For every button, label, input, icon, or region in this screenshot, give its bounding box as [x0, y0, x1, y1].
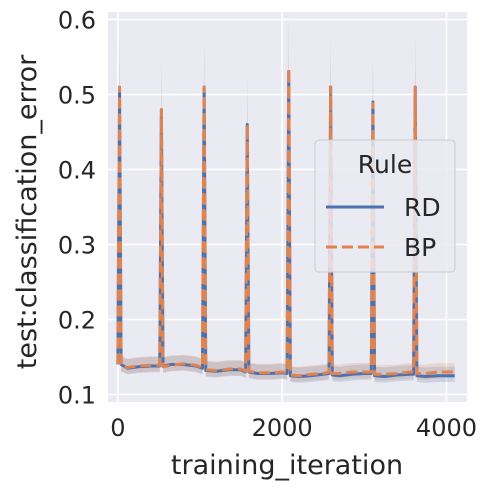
- legend-label-bp: BP: [404, 233, 436, 262]
- x-tick-label: 2000: [252, 414, 313, 442]
- legend-label-rd: RD: [404, 193, 441, 222]
- series-lines: [116, 66, 455, 378]
- x-axis-label: training_iteration: [171, 450, 403, 481]
- x-tick-label: 0: [110, 414, 125, 442]
- y-axis-label: test:classification_error: [12, 54, 43, 369]
- y-tick-label: 0.2: [58, 307, 96, 335]
- x-tick-label: 4000: [416, 414, 477, 442]
- y-tick-label: 0.6: [58, 7, 96, 35]
- series-line-bp: [116, 66, 455, 378]
- y-tick-label: 0.3: [58, 232, 96, 260]
- y-tick-label: 0.4: [58, 157, 96, 185]
- legend-title: Rule: [358, 150, 412, 179]
- tick-labels: 0 2000 4000 0.1 0.2 0.3 0.4 0.5 0.6: [58, 7, 477, 443]
- y-tick-label: 0.1: [58, 382, 96, 410]
- y-tick-label: 0.5: [58, 82, 96, 110]
- legend: Rule RD BP: [314, 139, 456, 273]
- legend-box: [314, 139, 456, 273]
